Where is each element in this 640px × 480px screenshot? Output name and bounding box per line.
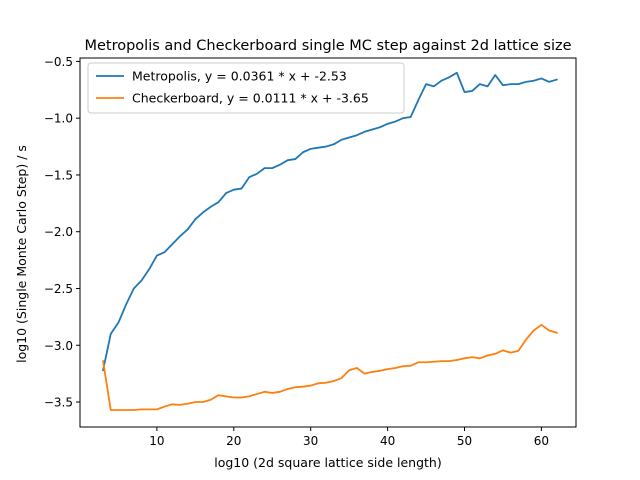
series-layer xyxy=(102,71,558,411)
chart-title: Metropolis and Checkerboard single MC st… xyxy=(84,38,571,54)
y-tick-label: −2.5 xyxy=(44,282,73,296)
legend: Metropolis, y = 0.0361 * x + -2.53 Check… xyxy=(87,62,405,114)
y-tick-label: −0.5 xyxy=(44,55,73,69)
x-axis-ticks: 10 20 30 40 50 60 xyxy=(149,427,549,448)
x-tick-label: 30 xyxy=(303,434,318,448)
series-line-checkerboard xyxy=(102,323,558,411)
x-axis-label: log10 (2d square lattice side length) xyxy=(214,455,441,470)
x-tick-label: 60 xyxy=(534,434,549,448)
y-axis-label: log10 (Single Monte Carlo Step) / s xyxy=(14,145,29,363)
y-axis-ticks: −3.5 −3.0 −2.5 −2.0 −1.5 −1.0 −0.5 xyxy=(44,55,80,410)
x-tick-label: 40 xyxy=(380,434,395,448)
legend-box xyxy=(87,62,405,114)
series-line-metropolis xyxy=(102,71,558,372)
legend-label-checkerboard: Checkerboard, y = 0.0111 * x + -3.65 xyxy=(132,91,369,106)
y-tick-label: −3.5 xyxy=(44,396,73,410)
y-tick-label: −1.0 xyxy=(44,112,73,126)
x-tick-label: 10 xyxy=(149,434,164,448)
y-tick-label: −3.0 xyxy=(44,339,73,353)
plot-frame xyxy=(79,57,577,428)
legend-label-metropolis: Metropolis, y = 0.0361 * x + -2.53 xyxy=(132,69,347,84)
x-tick-label: 50 xyxy=(457,434,472,448)
y-tick-label: −1.5 xyxy=(44,168,73,182)
x-tick-label: 20 xyxy=(226,434,241,448)
y-tick-label: −2.0 xyxy=(44,225,73,239)
